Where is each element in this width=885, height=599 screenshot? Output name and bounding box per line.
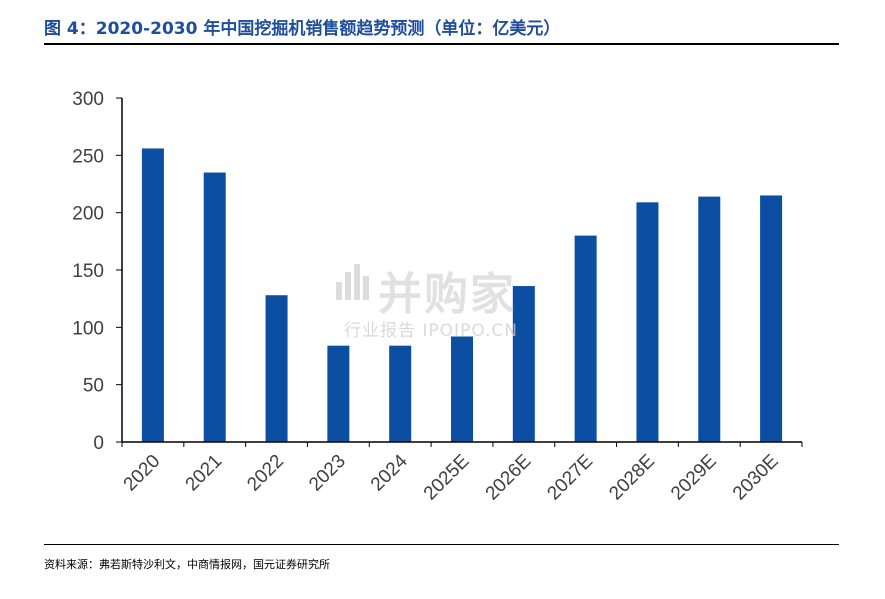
y-tick-label: 300 — [72, 89, 104, 110]
figure-title: 图 4：2020-2030 年中国挖掘机销售额趋势预测（单位：亿美元） — [44, 19, 561, 39]
bar-2025E — [451, 336, 473, 442]
bottom-rule — [44, 544, 839, 545]
bar-2021 — [203, 172, 226, 443]
x-tick-label-2030E: 2030E — [729, 451, 783, 505]
y-tick-label: 100 — [72, 318, 104, 339]
y-tick-label: 150 — [72, 261, 104, 282]
x-tick-label-2026E: 2026E — [482, 451, 536, 505]
bar-2026E — [512, 286, 535, 442]
x-tick-label-2028E: 2028E — [605, 451, 659, 505]
bar-2022 — [265, 295, 288, 442]
bar-2023 — [327, 345, 350, 442]
top-rule — [44, 43, 839, 45]
bar-2027E — [574, 235, 597, 442]
bar-2020 — [141, 148, 164, 442]
y-axis: 0 50 100 150 200 250 300 — [72, 89, 122, 454]
x-tick-label-2024: 2024 — [367, 450, 412, 495]
bar-2024 — [389, 345, 412, 442]
x-tick-label-2022: 2022 — [243, 451, 288, 496]
x-axis: 2020 2021 2022 2023 2024 2025E 2026E 2027E 2028E… — [120, 442, 803, 505]
x-tick-label-2027E: 2027E — [543, 451, 597, 505]
y-tick-label: 0 — [93, 433, 104, 454]
y-tick-label: 200 — [72, 204, 104, 225]
bar-2028E — [636, 202, 659, 442]
y-tick-label: 50 — [83, 376, 104, 397]
x-tick-label-2020: 2020 — [120, 451, 165, 496]
y-tick-label: 250 — [72, 146, 104, 167]
x-tick-label-2023: 2023 — [305, 451, 350, 496]
bar-2030E — [760, 195, 783, 442]
x-tick-label-2021: 2021 — [182, 451, 227, 496]
bar-2029E — [698, 196, 721, 442]
source-note: 资料来源：弗若斯特沙利文，中商情报网，国元证券研究所 — [44, 558, 330, 571]
x-tick-label-2029E: 2029E — [667, 451, 721, 505]
bars — [141, 148, 783, 443]
x-tick-label-2025E: 2025E — [420, 451, 474, 505]
